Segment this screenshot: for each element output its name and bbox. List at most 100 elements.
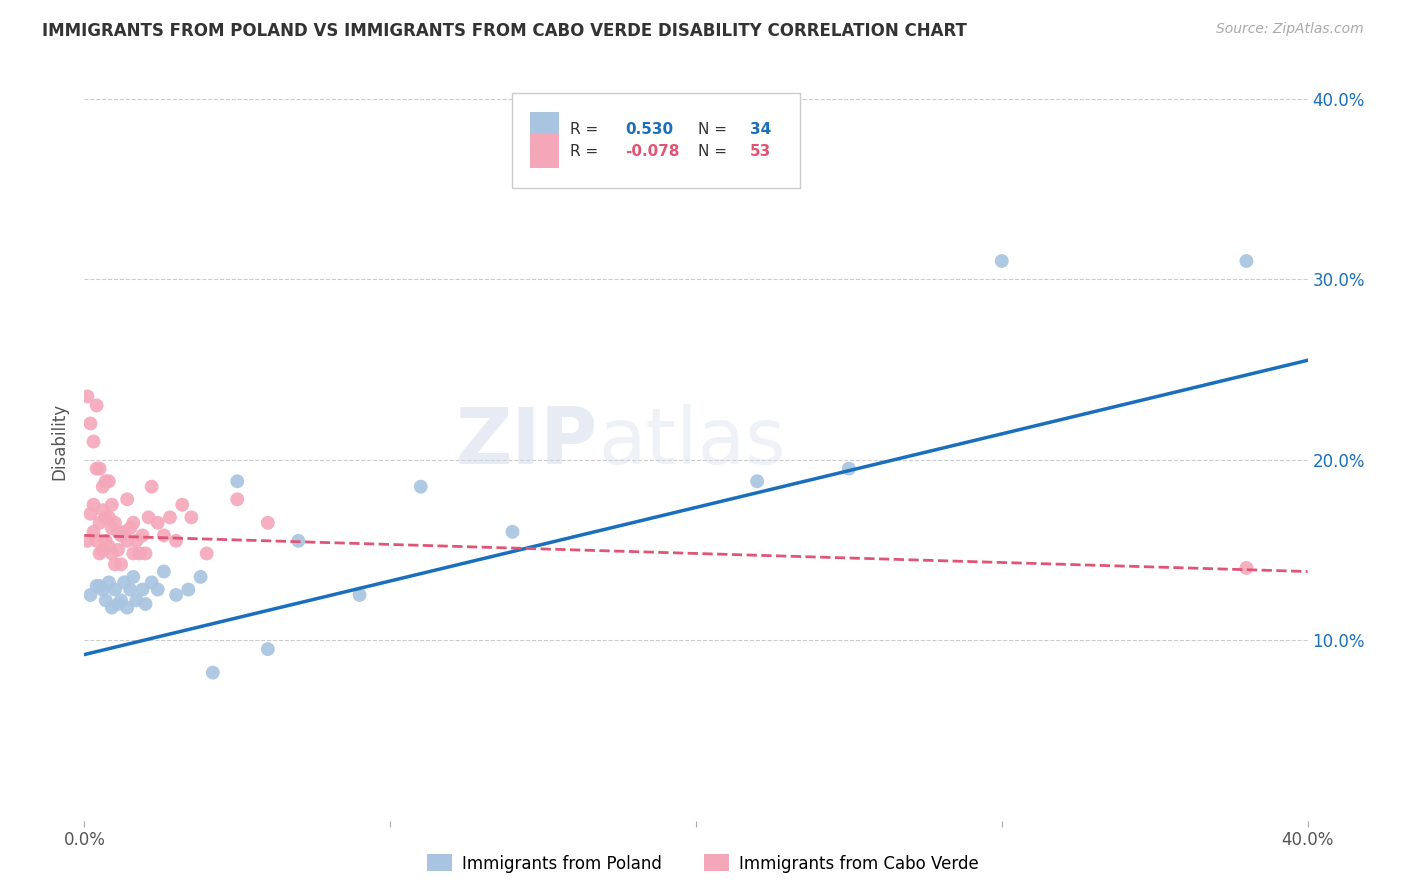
Point	[89, 461, 111, 475]
Point	[104, 516, 127, 530]
Point	[112, 575, 135, 590]
Text: -0.078: -0.078	[626, 144, 679, 159]
Point	[122, 546, 145, 560]
Point	[226, 492, 249, 507]
Point	[165, 533, 187, 548]
Text: N =: N =	[699, 144, 733, 159]
Point	[107, 542, 129, 557]
Text: 53: 53	[749, 144, 770, 159]
Point	[838, 461, 860, 475]
Point	[101, 546, 124, 560]
Point	[83, 434, 105, 449]
Point	[135, 546, 157, 560]
Point	[172, 498, 194, 512]
Point	[115, 492, 138, 507]
Point	[287, 533, 309, 548]
Point	[110, 528, 132, 542]
Point	[97, 475, 120, 489]
Text: atlas: atlas	[598, 403, 786, 480]
Point	[226, 475, 249, 489]
Point	[991, 254, 1014, 268]
Point	[195, 546, 218, 560]
Point	[146, 582, 169, 597]
Text: 34: 34	[749, 121, 770, 136]
Point	[159, 510, 181, 524]
Point	[128, 546, 150, 560]
Point	[131, 582, 153, 597]
Text: ZIP: ZIP	[456, 403, 598, 480]
Point	[1236, 254, 1258, 268]
Point	[101, 521, 124, 535]
Point	[190, 570, 212, 584]
Y-axis label: Disability: Disability	[51, 403, 69, 480]
Point	[138, 510, 160, 524]
Point	[91, 582, 114, 597]
Point	[86, 533, 108, 548]
Point	[94, 593, 117, 607]
Point	[86, 579, 108, 593]
Point	[94, 533, 117, 548]
Point	[110, 558, 132, 572]
Point	[97, 575, 120, 590]
Point	[201, 665, 224, 680]
Point	[153, 528, 176, 542]
Point	[177, 582, 200, 597]
Point	[83, 498, 105, 512]
Point	[101, 498, 124, 512]
Point	[86, 461, 108, 475]
Point	[180, 510, 202, 524]
Point	[104, 558, 127, 572]
Point	[115, 600, 138, 615]
Point	[89, 579, 111, 593]
Point	[122, 570, 145, 584]
FancyBboxPatch shape	[530, 112, 560, 145]
Point	[94, 475, 117, 489]
Point	[135, 597, 157, 611]
Point	[146, 516, 169, 530]
Point	[349, 588, 371, 602]
Point	[120, 582, 142, 597]
Point	[107, 597, 129, 611]
Point	[502, 524, 524, 539]
Point	[747, 475, 769, 489]
Text: Source: ZipAtlas.com: Source: ZipAtlas.com	[1216, 22, 1364, 37]
Point	[86, 399, 108, 413]
Text: R =: R =	[569, 144, 603, 159]
Point	[76, 533, 98, 548]
Point	[125, 533, 148, 548]
Point	[409, 480, 432, 494]
Point	[94, 510, 117, 524]
Point	[120, 521, 142, 535]
Point	[97, 539, 120, 553]
Point	[79, 588, 101, 602]
FancyBboxPatch shape	[513, 93, 800, 187]
Point	[257, 516, 280, 530]
Point	[141, 480, 163, 494]
Point	[131, 528, 153, 542]
Point	[1236, 561, 1258, 575]
Point	[91, 503, 114, 517]
Point	[165, 588, 187, 602]
Point	[101, 600, 124, 615]
Point	[257, 642, 280, 657]
Point	[141, 575, 163, 590]
Point	[79, 507, 101, 521]
FancyBboxPatch shape	[530, 135, 560, 168]
Legend: Immigrants from Poland, Immigrants from Cabo Verde: Immigrants from Poland, Immigrants from …	[420, 847, 986, 880]
Point	[110, 593, 132, 607]
Point	[76, 389, 98, 403]
Text: R =: R =	[569, 121, 603, 136]
Point	[91, 480, 114, 494]
Point	[112, 524, 135, 539]
Point	[91, 542, 114, 557]
Point	[153, 565, 176, 579]
Point	[89, 546, 111, 560]
Point	[89, 516, 111, 530]
Point	[125, 593, 148, 607]
Point	[107, 524, 129, 539]
Text: N =: N =	[699, 121, 733, 136]
Point	[79, 417, 101, 431]
Point	[115, 533, 138, 548]
Text: 0.530: 0.530	[626, 121, 673, 136]
Point	[104, 582, 127, 597]
